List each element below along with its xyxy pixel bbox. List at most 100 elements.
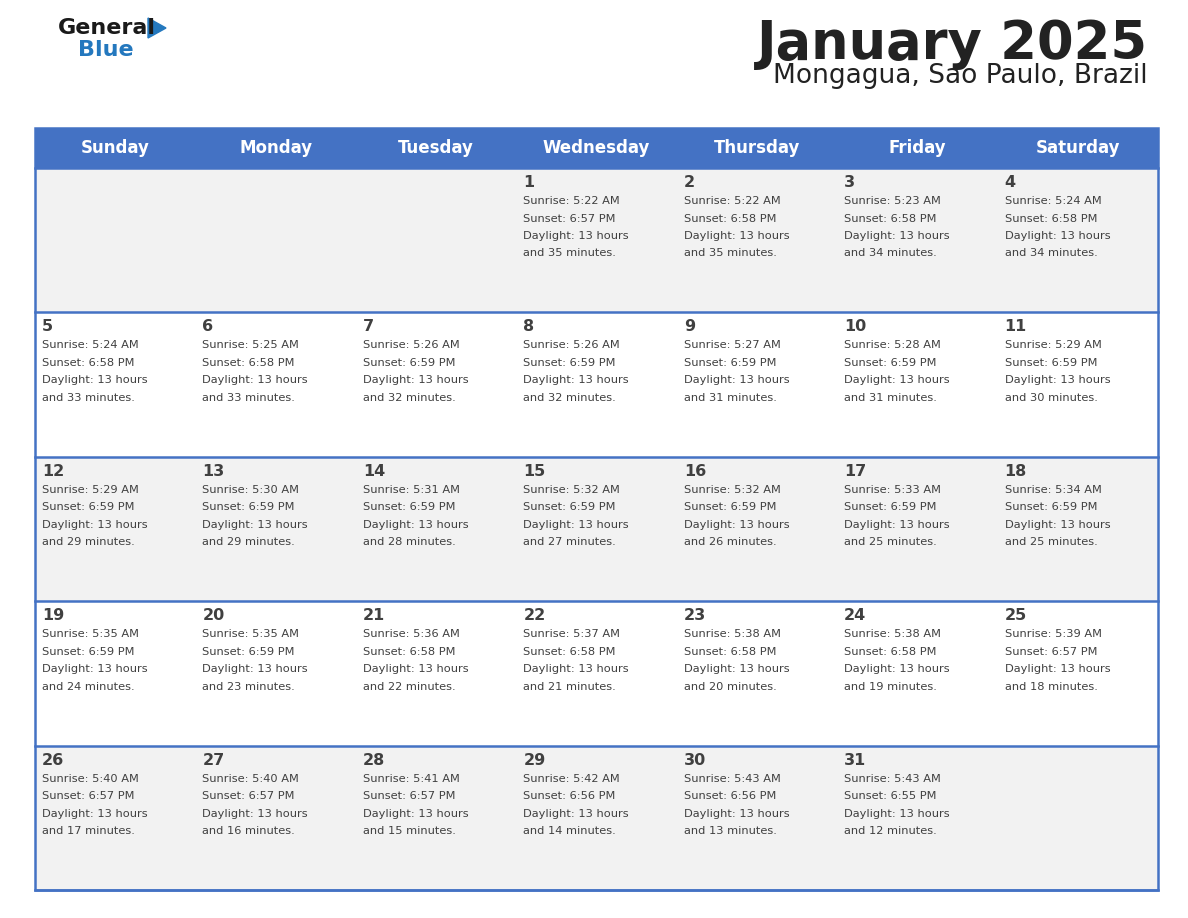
Text: 17: 17 bbox=[845, 464, 866, 479]
Text: 21: 21 bbox=[362, 609, 385, 623]
Text: Daylight: 13 hours: Daylight: 13 hours bbox=[845, 809, 949, 819]
Text: Tuesday: Tuesday bbox=[398, 139, 474, 157]
Text: and 26 minutes.: and 26 minutes. bbox=[684, 537, 776, 547]
Text: Sunset: 6:58 PM: Sunset: 6:58 PM bbox=[845, 214, 936, 223]
Text: Sunset: 6:59 PM: Sunset: 6:59 PM bbox=[42, 646, 134, 656]
Text: Saturday: Saturday bbox=[1036, 139, 1120, 157]
Text: Sunrise: 5:28 AM: Sunrise: 5:28 AM bbox=[845, 341, 941, 351]
Text: Thursday: Thursday bbox=[714, 139, 800, 157]
Text: and 20 minutes.: and 20 minutes. bbox=[684, 682, 777, 691]
Text: and 35 minutes.: and 35 minutes. bbox=[523, 249, 617, 259]
Text: 10: 10 bbox=[845, 319, 866, 334]
Text: 24: 24 bbox=[845, 609, 866, 623]
Text: Sunset: 6:58 PM: Sunset: 6:58 PM bbox=[684, 646, 776, 656]
Text: Sunset: 6:57 PM: Sunset: 6:57 PM bbox=[523, 214, 615, 223]
Text: 13: 13 bbox=[202, 464, 225, 479]
Bar bbox=[34, 457, 1158, 601]
Text: Sunset: 6:58 PM: Sunset: 6:58 PM bbox=[202, 358, 295, 368]
Text: Sunrise: 5:30 AM: Sunrise: 5:30 AM bbox=[202, 485, 299, 495]
Text: Sunrise: 5:38 AM: Sunrise: 5:38 AM bbox=[845, 629, 941, 639]
Text: Sunrise: 5:26 AM: Sunrise: 5:26 AM bbox=[523, 341, 620, 351]
Text: and 29 minutes.: and 29 minutes. bbox=[42, 537, 134, 547]
Text: and 25 minutes.: and 25 minutes. bbox=[845, 537, 937, 547]
Bar bbox=[34, 312, 1158, 457]
Text: Sunrise: 5:32 AM: Sunrise: 5:32 AM bbox=[523, 485, 620, 495]
Text: 28: 28 bbox=[362, 753, 385, 767]
Text: Daylight: 13 hours: Daylight: 13 hours bbox=[202, 520, 308, 530]
Text: Sunset: 6:59 PM: Sunset: 6:59 PM bbox=[1005, 358, 1097, 368]
Text: 25: 25 bbox=[1005, 609, 1026, 623]
Text: and 34 minutes.: and 34 minutes. bbox=[845, 249, 937, 259]
Text: Sunrise: 5:35 AM: Sunrise: 5:35 AM bbox=[202, 629, 299, 639]
Text: and 18 minutes.: and 18 minutes. bbox=[1005, 682, 1098, 691]
Text: 18: 18 bbox=[1005, 464, 1026, 479]
Text: Sunset: 6:57 PM: Sunset: 6:57 PM bbox=[362, 791, 455, 801]
Text: and 35 minutes.: and 35 minutes. bbox=[684, 249, 777, 259]
Text: 29: 29 bbox=[523, 753, 545, 767]
Text: Daylight: 13 hours: Daylight: 13 hours bbox=[845, 375, 949, 386]
Text: Daylight: 13 hours: Daylight: 13 hours bbox=[1005, 520, 1111, 530]
Text: Daylight: 13 hours: Daylight: 13 hours bbox=[523, 375, 628, 386]
Text: Sunset: 6:58 PM: Sunset: 6:58 PM bbox=[523, 646, 615, 656]
Text: and 29 minutes.: and 29 minutes. bbox=[202, 537, 295, 547]
Text: and 12 minutes.: and 12 minutes. bbox=[845, 826, 937, 836]
Text: 5: 5 bbox=[42, 319, 53, 334]
Text: Daylight: 13 hours: Daylight: 13 hours bbox=[42, 665, 147, 674]
Text: Daylight: 13 hours: Daylight: 13 hours bbox=[362, 520, 468, 530]
Text: 31: 31 bbox=[845, 753, 866, 767]
Text: Sunset: 6:57 PM: Sunset: 6:57 PM bbox=[1005, 646, 1097, 656]
Text: Sunrise: 5:41 AM: Sunrise: 5:41 AM bbox=[362, 774, 460, 784]
Text: Daylight: 13 hours: Daylight: 13 hours bbox=[1005, 665, 1111, 674]
Text: Sunrise: 5:32 AM: Sunrise: 5:32 AM bbox=[684, 485, 781, 495]
Text: 7: 7 bbox=[362, 319, 374, 334]
Text: and 19 minutes.: and 19 minutes. bbox=[845, 682, 937, 691]
Text: 19: 19 bbox=[42, 609, 64, 623]
Text: Daylight: 13 hours: Daylight: 13 hours bbox=[202, 375, 308, 386]
Text: Sunset: 6:59 PM: Sunset: 6:59 PM bbox=[845, 358, 936, 368]
Text: and 34 minutes.: and 34 minutes. bbox=[1005, 249, 1098, 259]
Text: and 17 minutes.: and 17 minutes. bbox=[42, 826, 135, 836]
Text: Sunset: 6:58 PM: Sunset: 6:58 PM bbox=[845, 646, 936, 656]
Text: Sunset: 6:58 PM: Sunset: 6:58 PM bbox=[684, 214, 776, 223]
Text: Daylight: 13 hours: Daylight: 13 hours bbox=[42, 375, 147, 386]
Text: 23: 23 bbox=[684, 609, 706, 623]
Text: Daylight: 13 hours: Daylight: 13 hours bbox=[1005, 231, 1111, 241]
Text: and 15 minutes.: and 15 minutes. bbox=[362, 826, 456, 836]
Text: Wednesday: Wednesday bbox=[543, 139, 650, 157]
Text: Sunset: 6:59 PM: Sunset: 6:59 PM bbox=[845, 502, 936, 512]
Text: Sunset: 6:57 PM: Sunset: 6:57 PM bbox=[42, 791, 134, 801]
Text: Daylight: 13 hours: Daylight: 13 hours bbox=[845, 665, 949, 674]
Text: and 16 minutes.: and 16 minutes. bbox=[202, 826, 295, 836]
Text: and 32 minutes.: and 32 minutes. bbox=[362, 393, 456, 403]
Text: Sunrise: 5:33 AM: Sunrise: 5:33 AM bbox=[845, 485, 941, 495]
Text: and 28 minutes.: and 28 minutes. bbox=[362, 537, 456, 547]
Text: 3: 3 bbox=[845, 175, 855, 190]
Text: Sunrise: 5:29 AM: Sunrise: 5:29 AM bbox=[1005, 341, 1101, 351]
Text: and 14 minutes.: and 14 minutes. bbox=[523, 826, 617, 836]
Text: 9: 9 bbox=[684, 319, 695, 334]
Text: Daylight: 13 hours: Daylight: 13 hours bbox=[523, 231, 628, 241]
Text: Sunrise: 5:34 AM: Sunrise: 5:34 AM bbox=[1005, 485, 1101, 495]
Text: Sunrise: 5:23 AM: Sunrise: 5:23 AM bbox=[845, 196, 941, 206]
Text: Sunset: 6:58 PM: Sunset: 6:58 PM bbox=[362, 646, 455, 656]
Text: Daylight: 13 hours: Daylight: 13 hours bbox=[684, 375, 789, 386]
Text: Mongagua, Sao Paulo, Brazil: Mongagua, Sao Paulo, Brazil bbox=[773, 63, 1148, 89]
Text: 1: 1 bbox=[523, 175, 535, 190]
Text: and 30 minutes.: and 30 minutes. bbox=[1005, 393, 1098, 403]
Text: Daylight: 13 hours: Daylight: 13 hours bbox=[523, 520, 628, 530]
Text: Daylight: 13 hours: Daylight: 13 hours bbox=[684, 665, 789, 674]
Text: General: General bbox=[58, 18, 156, 38]
Text: Sunset: 6:57 PM: Sunset: 6:57 PM bbox=[202, 791, 295, 801]
Text: Sunset: 6:59 PM: Sunset: 6:59 PM bbox=[523, 502, 615, 512]
Text: 8: 8 bbox=[523, 319, 535, 334]
Text: Sunset: 6:59 PM: Sunset: 6:59 PM bbox=[202, 646, 295, 656]
Text: Sunset: 6:58 PM: Sunset: 6:58 PM bbox=[42, 358, 134, 368]
Text: 4: 4 bbox=[1005, 175, 1016, 190]
Bar bbox=[34, 745, 1158, 890]
Text: Sunset: 6:56 PM: Sunset: 6:56 PM bbox=[523, 791, 615, 801]
Text: 15: 15 bbox=[523, 464, 545, 479]
Text: Sunset: 6:58 PM: Sunset: 6:58 PM bbox=[1005, 214, 1097, 223]
Text: Daylight: 13 hours: Daylight: 13 hours bbox=[684, 231, 789, 241]
Text: Sunrise: 5:24 AM: Sunrise: 5:24 AM bbox=[1005, 196, 1101, 206]
Text: Friday: Friday bbox=[889, 139, 946, 157]
